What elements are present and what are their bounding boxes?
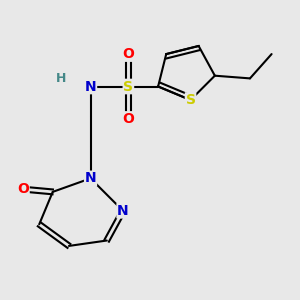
Text: N: N [117, 204, 129, 218]
Text: O: O [17, 182, 29, 196]
Text: S: S [123, 80, 134, 94]
Text: O: O [122, 112, 134, 126]
Text: H: H [56, 72, 66, 85]
Text: O: O [122, 47, 134, 61]
Text: N: N [85, 80, 96, 94]
Text: N: N [85, 171, 96, 185]
Text: S: S [185, 93, 196, 107]
